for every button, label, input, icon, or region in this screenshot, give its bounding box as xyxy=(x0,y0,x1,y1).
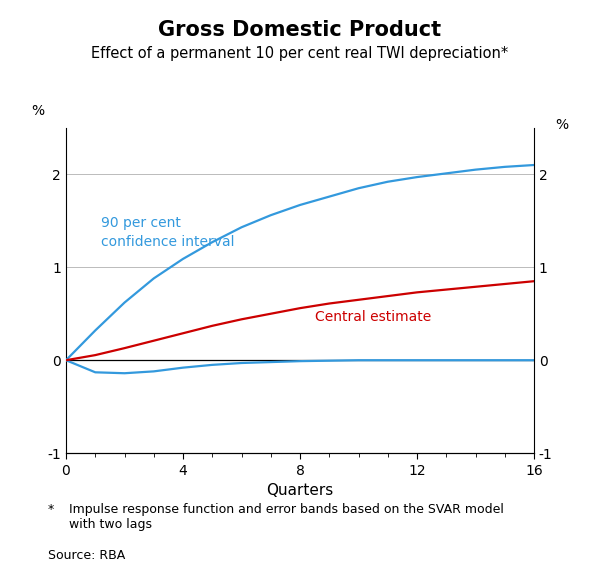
Text: Effect of a permanent 10 per cent real TWI depreciation*: Effect of a permanent 10 per cent real T… xyxy=(91,46,509,62)
X-axis label: Quarters: Quarters xyxy=(266,483,334,498)
Y-axis label: %: % xyxy=(556,118,569,132)
Text: Central estimate: Central estimate xyxy=(314,310,431,324)
Text: Impulse response function and error bands based on the SVAR model
with two lags: Impulse response function and error band… xyxy=(69,503,504,530)
Y-axis label: %: % xyxy=(31,104,44,118)
Text: *: * xyxy=(48,503,54,515)
Text: confidence interval: confidence interval xyxy=(101,235,235,249)
Text: 90 per cent: 90 per cent xyxy=(101,216,181,230)
Text: Source: RBA: Source: RBA xyxy=(48,549,125,562)
Text: Gross Domestic Product: Gross Domestic Product xyxy=(158,20,442,40)
